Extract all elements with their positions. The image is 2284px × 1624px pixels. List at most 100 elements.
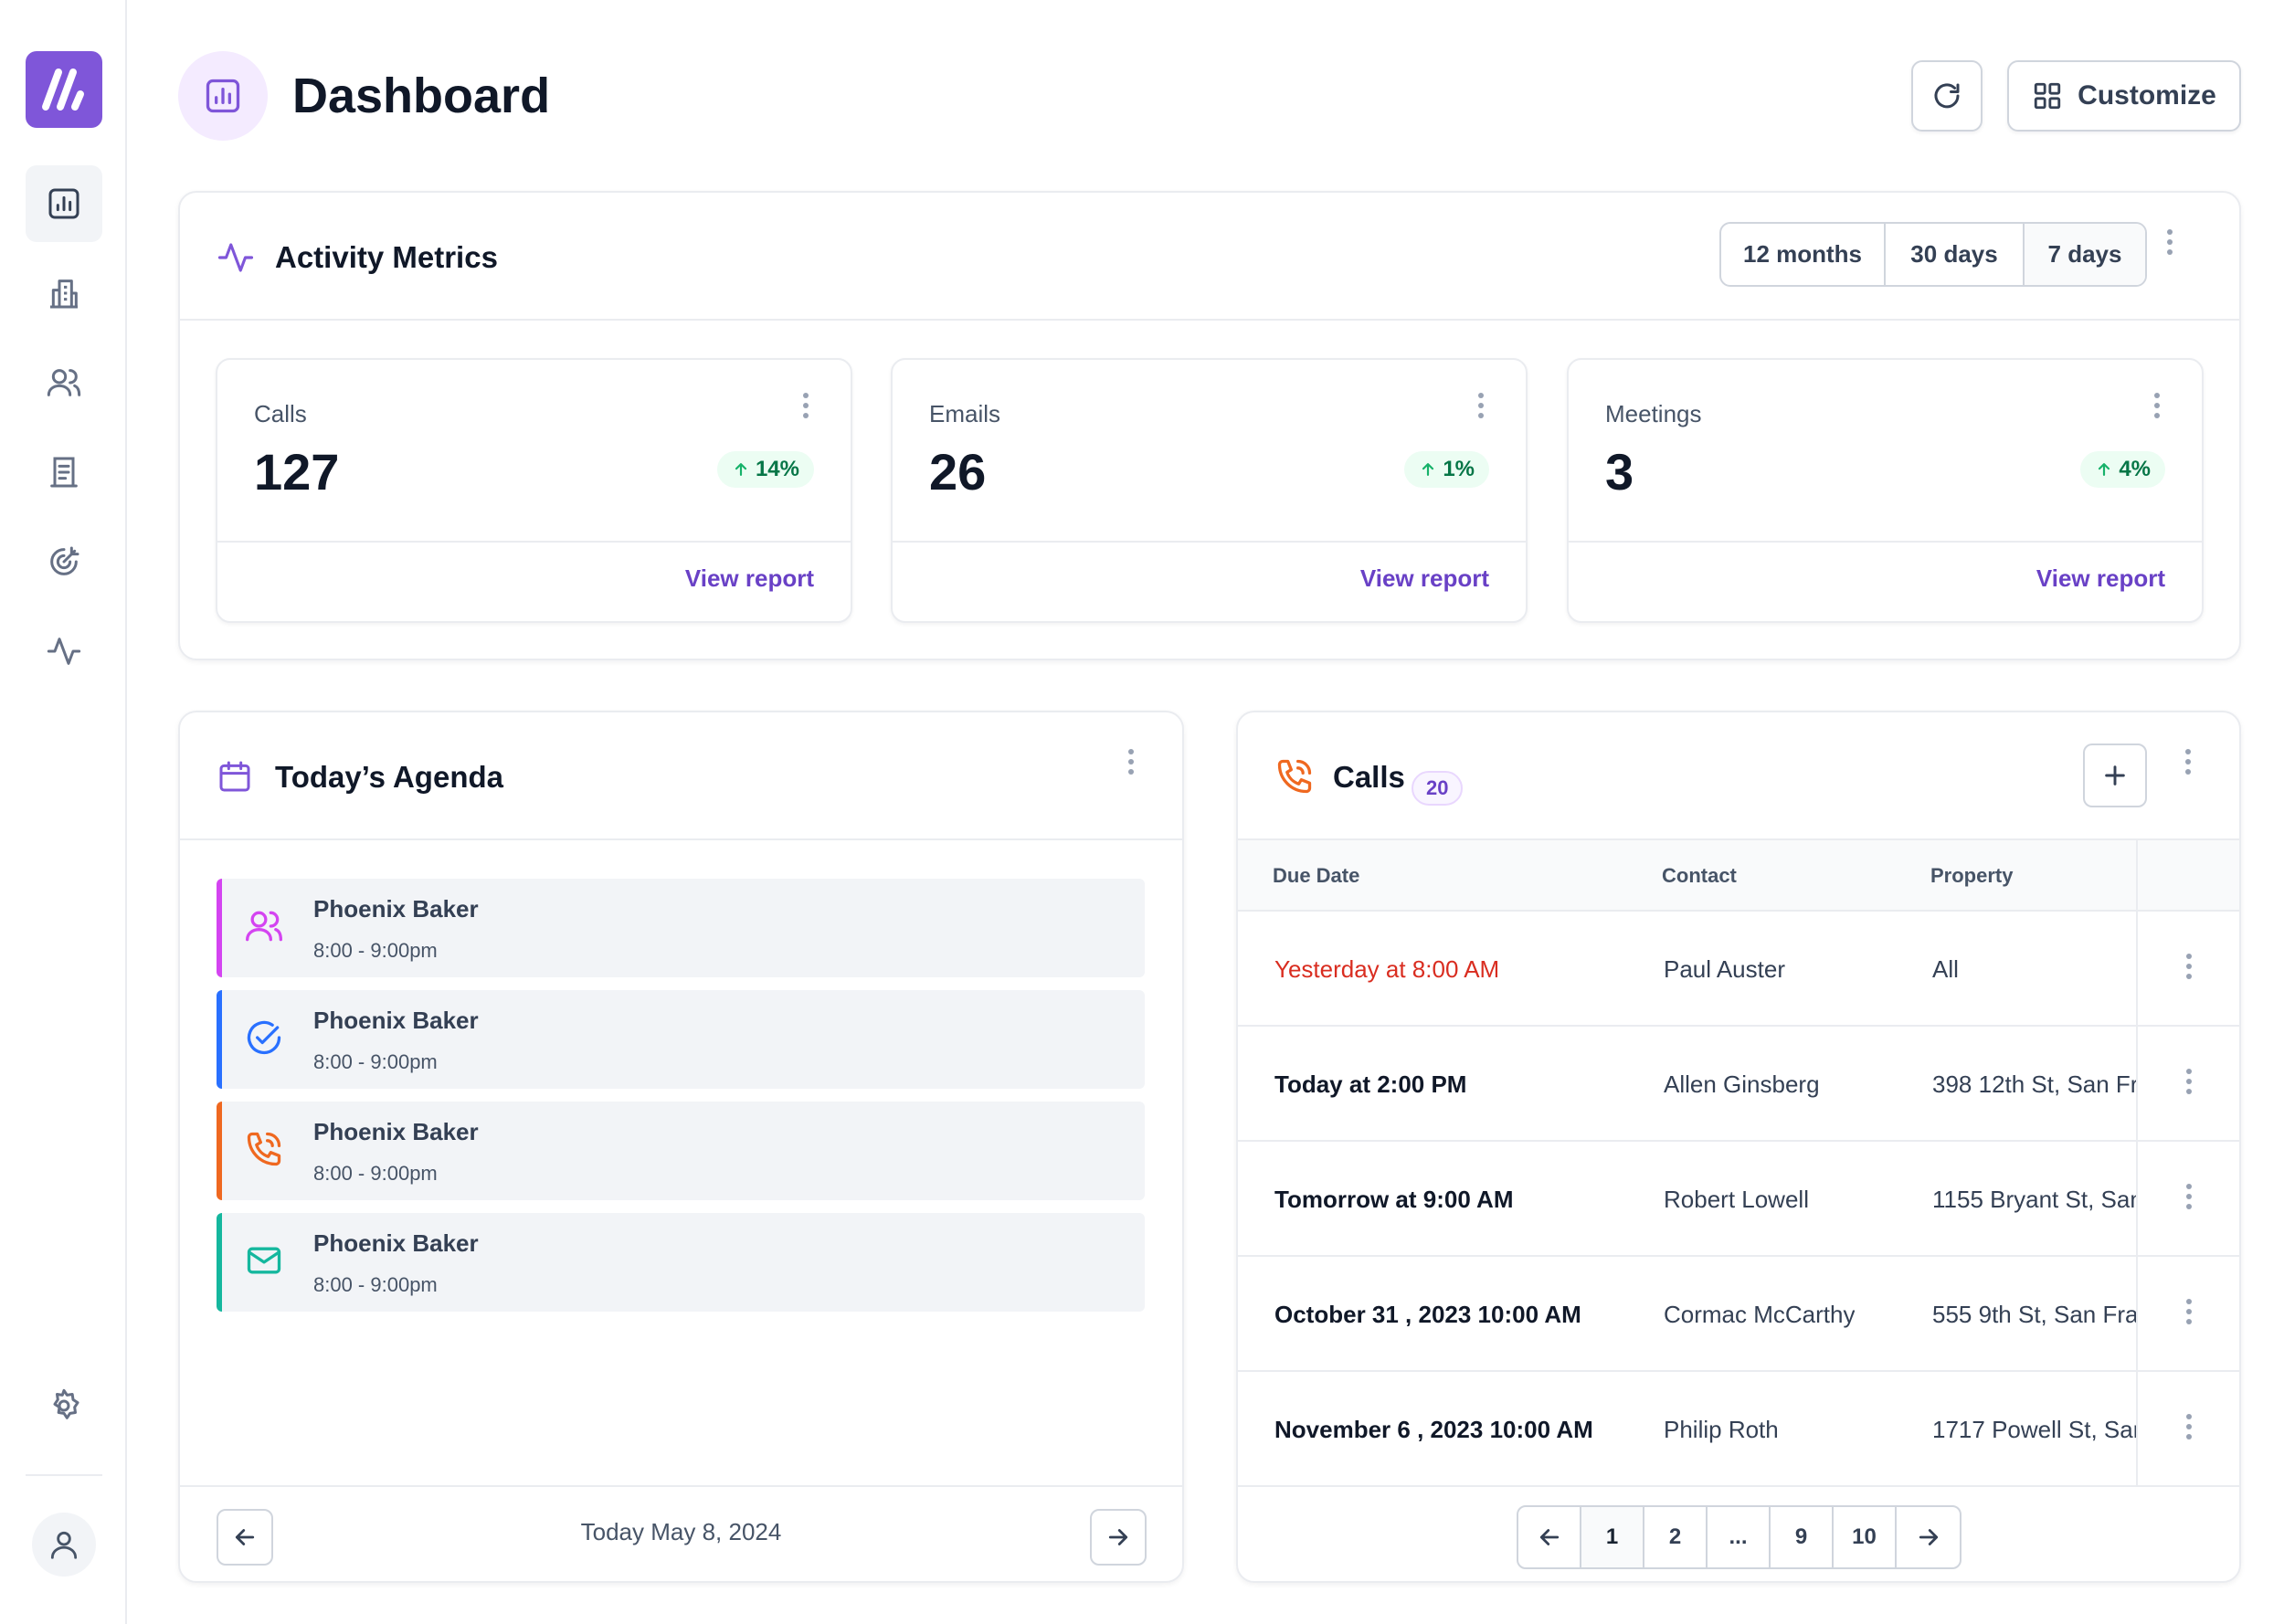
plus-icon (2105, 765, 2125, 786)
row-action-cell (2136, 1257, 2239, 1370)
metric-calls: Calls 127 14% View report (216, 358, 852, 623)
call-due-date: Today at 2:00 PM (1274, 1070, 1467, 1098)
call-contact: Paul Auster (1664, 955, 1785, 983)
metric-label: Emails (929, 400, 1001, 427)
row-action-cell (2136, 1142, 2239, 1255)
call-property: All (1932, 955, 1959, 983)
page-button[interactable]: 10 (1834, 1507, 1897, 1567)
view-report-link[interactable]: View report (684, 564, 814, 592)
table-row[interactable]: November 6 , 2023 10:00 AM Philip Roth 1… (1238, 1370, 2239, 1485)
grid-icon (2034, 82, 2061, 110)
nav-dashboard[interactable] (26, 165, 102, 242)
calls-table-header (1238, 838, 2239, 910)
agenda-item-time: 8:00 - 9:00pm (313, 1050, 438, 1073)
settings-icon (53, 1388, 79, 1419)
page-button[interactable]: 1 (1581, 1507, 1644, 1567)
row-action-cell (2136, 1027, 2239, 1140)
agenda-menu-button[interactable] (1127, 749, 1135, 775)
metric-change-badge: 4% (2080, 451, 2165, 488)
row-menu-button[interactable] (2185, 1069, 2193, 1094)
call-property: 555 9th St, San Francisco (1932, 1301, 2137, 1328)
page-button[interactable]: 2 (1644, 1507, 1708, 1567)
agenda-prev-button[interactable] (217, 1509, 273, 1566)
nav-settings[interactable] (26, 1367, 102, 1444)
metric-divider (217, 541, 851, 543)
pagination: 1 2 ... 9 10 (1517, 1505, 1961, 1569)
call-contact: Allen Ginsberg (1664, 1070, 1820, 1098)
metric-label: Meetings (1605, 400, 1702, 427)
calls-title: Calls (1333, 760, 1405, 794)
page-button[interactable]: 9 (1771, 1507, 1834, 1567)
arrow-right-icon (1919, 1529, 1938, 1545)
agenda-date: Today May 8, 2024 (580, 1518, 782, 1545)
card-divider (180, 838, 1182, 840)
table-row[interactable]: Yesterday at 8:00 AM Paul Auster All (1238, 910, 2239, 1025)
table-row[interactable]: Today at 2:00 PM Allen Ginsberg 398 12th… (1238, 1025, 2239, 1140)
header-action-cell (2136, 840, 2239, 910)
call-property: 1155 Bryant St, San Francisco (1932, 1186, 2137, 1213)
table-row[interactable]: October 31 , 2023 10:00 AM Cormac McCart… (1238, 1255, 2239, 1370)
agenda-next-button[interactable] (1090, 1509, 1147, 1566)
agenda-item[interactable]: Phoenix Baker 8:00 - 9:00pm (217, 990, 1145, 1089)
agenda-item[interactable]: Phoenix Baker 8:00 - 9:00pm (217, 1102, 1145, 1200)
activity-menu-button[interactable] (2166, 229, 2173, 255)
refresh-icon (1934, 83, 1960, 109)
range-12-months[interactable]: 12 months (1721, 224, 1886, 285)
range-7-days[interactable]: 7 days (2025, 224, 2145, 285)
arrow-up-icon (1422, 463, 1434, 476)
metric-value: 3 (1605, 443, 1634, 501)
nav-contacts[interactable] (26, 344, 102, 421)
phone-call-icon (247, 1132, 281, 1166)
dashboard-icon (206, 79, 240, 113)
page-icon (178, 51, 268, 141)
arrow-up-icon (735, 463, 747, 476)
arrow-up-icon (2099, 463, 2110, 476)
column-header-contact[interactable]: Contact (1662, 864, 1737, 887)
agenda-item[interactable]: Phoenix Baker 8:00 - 9:00pm (217, 879, 1145, 977)
app-logo[interactable] (26, 51, 102, 128)
call-due-date: November 6 , 2023 10:00 AM (1274, 1416, 1593, 1443)
agenda-item-time: 8:00 - 9:00pm (313, 1273, 438, 1296)
calls-menu-button[interactable] (2184, 749, 2192, 775)
row-menu-button[interactable] (2185, 1299, 2193, 1324)
table-row[interactable]: Tomorrow at 9:00 AM Robert Lowell 1155 B… (1238, 1140, 2239, 1255)
time-range-selector: 12 months 30 days 7 days (1719, 222, 2147, 287)
users-icon (246, 911, 282, 942)
arrow-left-icon (1539, 1529, 1559, 1545)
metric-menu-button[interactable] (2153, 393, 2161, 418)
row-menu-button[interactable] (2185, 1414, 2193, 1439)
page-title: Dashboard (292, 69, 551, 123)
nav-goals[interactable] (26, 523, 102, 600)
calls-count-badge: 20 (1412, 771, 1464, 806)
pagination-next-button[interactable] (1897, 1507, 1960, 1567)
refresh-button[interactable] (1911, 60, 1983, 132)
column-header-property[interactable]: Property (1930, 864, 2014, 887)
metric-emails: Emails 26 1% View report (891, 358, 1528, 623)
nav-properties[interactable] (26, 255, 102, 332)
column-header-due-date[interactable]: Due Date (1273, 864, 1360, 887)
mail-icon (247, 1247, 281, 1274)
pagination-prev-button[interactable] (1518, 1507, 1581, 1567)
add-call-button[interactable] (2083, 743, 2147, 807)
agenda-item[interactable]: Phoenix Baker 8:00 - 9:00pm (217, 1213, 1145, 1312)
metric-divider (893, 541, 1526, 543)
row-menu-button[interactable] (2185, 1184, 2193, 1209)
metric-menu-button[interactable] (1477, 393, 1485, 418)
metric-menu-button[interactable] (802, 393, 809, 418)
agenda-item-name: Phoenix Baker (313, 895, 479, 923)
card-divider (180, 319, 2239, 321)
range-30-days[interactable]: 30 days (1886, 224, 2025, 285)
view-report-link[interactable]: View report (1359, 564, 1489, 592)
target-icon (50, 546, 79, 575)
row-menu-button[interactable] (2185, 954, 2193, 979)
nav-activity[interactable] (26, 613, 102, 690)
nav-reports[interactable] (26, 434, 102, 511)
view-report-link[interactable]: View report (2036, 564, 2165, 592)
agenda-item-time: 8:00 - 9:00pm (313, 939, 438, 962)
agenda-item-name: Phoenix Baker (313, 1118, 479, 1145)
call-contact: Philip Roth (1664, 1416, 1779, 1443)
user-avatar[interactable] (32, 1513, 96, 1577)
call-property: 1717 Powell St, San Francisco (1932, 1416, 2137, 1443)
customize-button[interactable]: Customize (2007, 60, 2241, 132)
calendar-icon (219, 761, 250, 792)
